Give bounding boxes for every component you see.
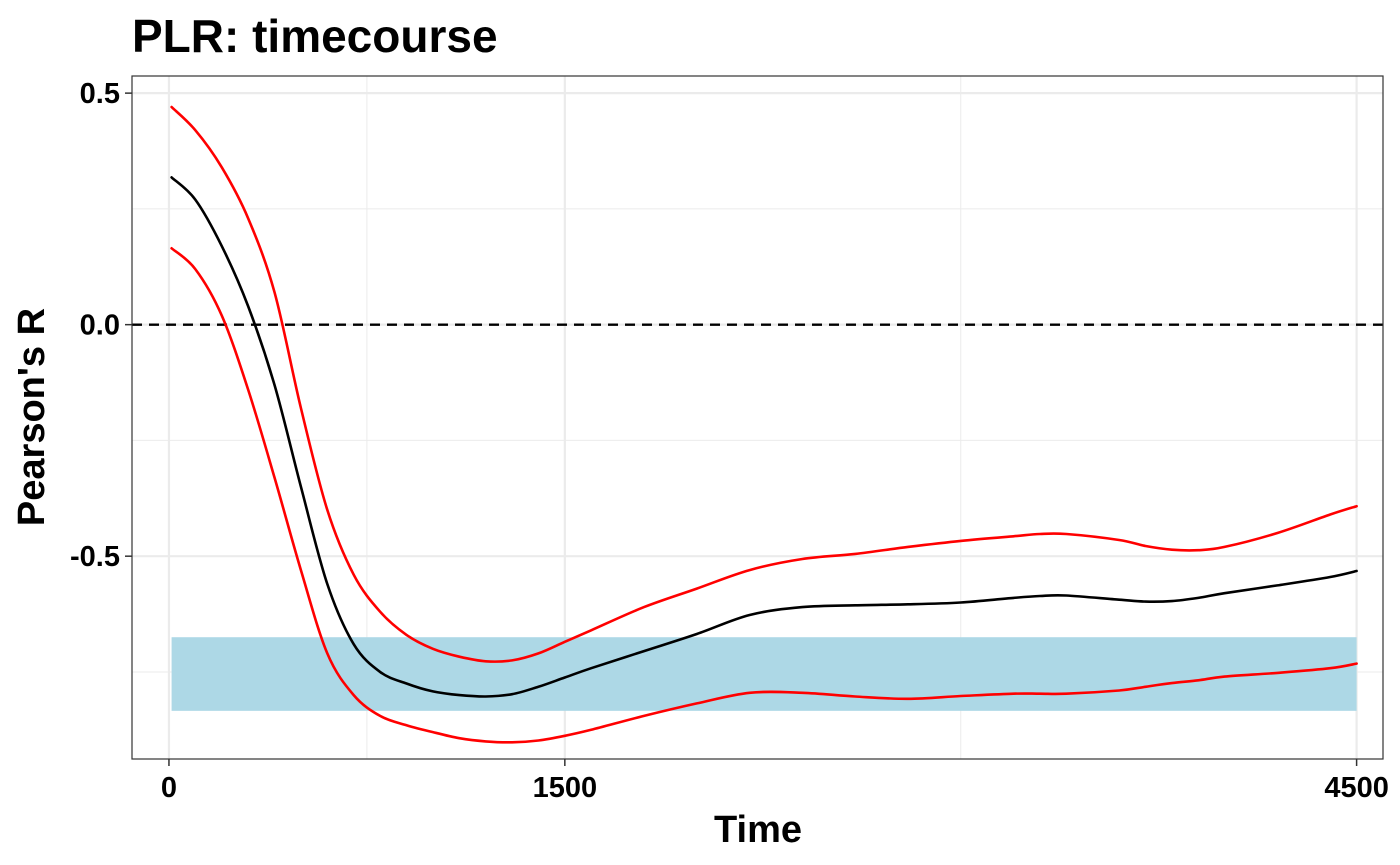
highlight-band — [171, 637, 1357, 711]
upper-bound-line — [170, 105, 1358, 663]
mean-line — [170, 176, 1358, 698]
ticks-layer: 0 1500 4500 -0.5 0.0 0.5 — [70, 78, 1389, 804]
plot-panel-border — [131, 75, 1384, 760]
series-layer — [170, 105, 1358, 744]
chart-title: PLR: timecourse — [132, 10, 498, 62]
x-axis-label: Time — [714, 809, 802, 851]
y-tick-label: -0.5 — [70, 541, 120, 573]
x-tick-label: 4500 — [1324, 772, 1389, 804]
x-tick-label: 1500 — [533, 772, 598, 804]
y-tick-label: 0.5 — [80, 78, 120, 110]
band-layer — [171, 637, 1357, 711]
x-tick-label: 0 — [161, 772, 177, 804]
y-tick-label: 0.0 — [80, 310, 120, 342]
y-axis-label: Pearson's R — [11, 308, 53, 526]
lower-bound-line — [170, 247, 1358, 744]
